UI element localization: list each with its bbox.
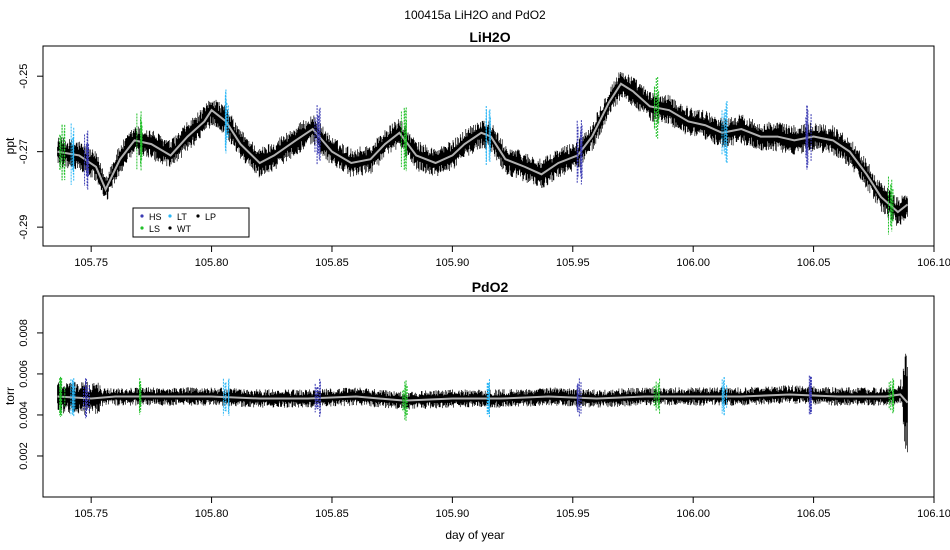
- figure-suptitle: 100415a LiH2O and PdO2: [404, 8, 546, 22]
- legend-label-lt: LT: [177, 212, 187, 222]
- panel-pdo2-y-axis: 0.002 0.004 0.006 0.008: [18, 319, 43, 470]
- legend-label-ls: LS: [149, 224, 160, 234]
- panel-pdo2-plot-area: [57, 353, 909, 453]
- legend-item-ls: LS: [140, 224, 160, 234]
- panel-lih2o-y-axis: -0.25 -0.27 -0.29: [18, 64, 43, 240]
- x-tick-label: 105.75: [74, 257, 108, 269]
- y-tick-label: 0.008: [18, 319, 30, 347]
- panel-pdo2-ylabel: torr: [3, 387, 17, 405]
- x-tick-label: 105.80: [195, 508, 229, 520]
- legend-marker-lt: [168, 214, 172, 218]
- x-tick-label: 105.90: [436, 508, 470, 520]
- legend-item-hs: HS: [140, 212, 162, 222]
- legend: HS LT LP LS WT: [132, 207, 250, 238]
- panel-lih2o-ylabel: ppt: [3, 137, 17, 154]
- x-tick-label: 105.95: [556, 508, 590, 520]
- panel-lih2o-x-axis: 105.75 105.80 105.85 105.90 105.95 106.00 106.…: [74, 246, 950, 269]
- panel-pdo2-title: PdO2: [472, 279, 509, 295]
- x-tick-label: 105.75: [74, 508, 108, 520]
- panel-lih2o-title: LiH2O: [469, 29, 510, 45]
- series-smoothed-line: [57, 393, 909, 404]
- x-tick-label: 105.95: [556, 257, 590, 269]
- panel-lih2o-frame: [42, 45, 935, 247]
- x-tick-label: 106.10: [917, 508, 950, 520]
- legend-marker-hs: [140, 214, 144, 218]
- x-tick-label: 106.10: [917, 257, 950, 269]
- legend-item-lt: LT: [168, 212, 187, 222]
- x-tick-label: 105.80: [195, 257, 229, 269]
- y-tick-label: 0.006: [18, 360, 30, 388]
- panel-pdo2-frame: [42, 295, 935, 498]
- legend-label-lp: LP: [205, 212, 216, 222]
- legend-marker-wt: [168, 226, 172, 230]
- panel-lih2o-plot-area: [57, 72, 909, 235]
- series-raw-trace: [57, 72, 908, 226]
- y-tick-label: -0.29: [18, 215, 30, 240]
- x-tick-label: 105.85: [315, 257, 349, 269]
- x-tick-label: 106.00: [676, 257, 710, 269]
- y-tick-label: -0.25: [18, 64, 30, 89]
- legend-label-wt: WT: [177, 224, 191, 234]
- legend-marker-lp: [196, 214, 200, 218]
- legend-item-lp: LP: [196, 212, 216, 222]
- series-raw-trace: [57, 353, 908, 453]
- legend-item-wt: WT: [168, 224, 191, 234]
- series-smoothed-line: [57, 82, 909, 214]
- x-tick-label: 105.90: [436, 257, 470, 269]
- x-tick-label: 105.85: [315, 508, 349, 520]
- x-tick-label: 106.00: [676, 508, 710, 520]
- y-tick-label: -0.27: [18, 139, 30, 164]
- panel-lih2o: LiH2O 105.75 105.80 105.85 105.90 105.95 106.…: [3, 29, 950, 269]
- figure-xlabel: day of year: [445, 528, 504, 542]
- legend-box: [132, 207, 250, 238]
- x-tick-label: 106.05: [797, 508, 831, 520]
- panel-pdo2-x-axis: 105.75 105.80 105.85 105.90 105.95 106.00 106.…: [74, 497, 950, 520]
- panel-pdo2: PdO2 105.75 105.80 105.85 105.90 105.95 106.0…: [3, 279, 950, 520]
- x-tick-label: 106.05: [797, 257, 831, 269]
- legend-label-hs: HS: [149, 212, 162, 222]
- legend-marker-ls: [140, 226, 144, 230]
- y-tick-label: 0.002: [18, 442, 30, 470]
- y-tick-label: 0.004: [18, 401, 30, 429]
